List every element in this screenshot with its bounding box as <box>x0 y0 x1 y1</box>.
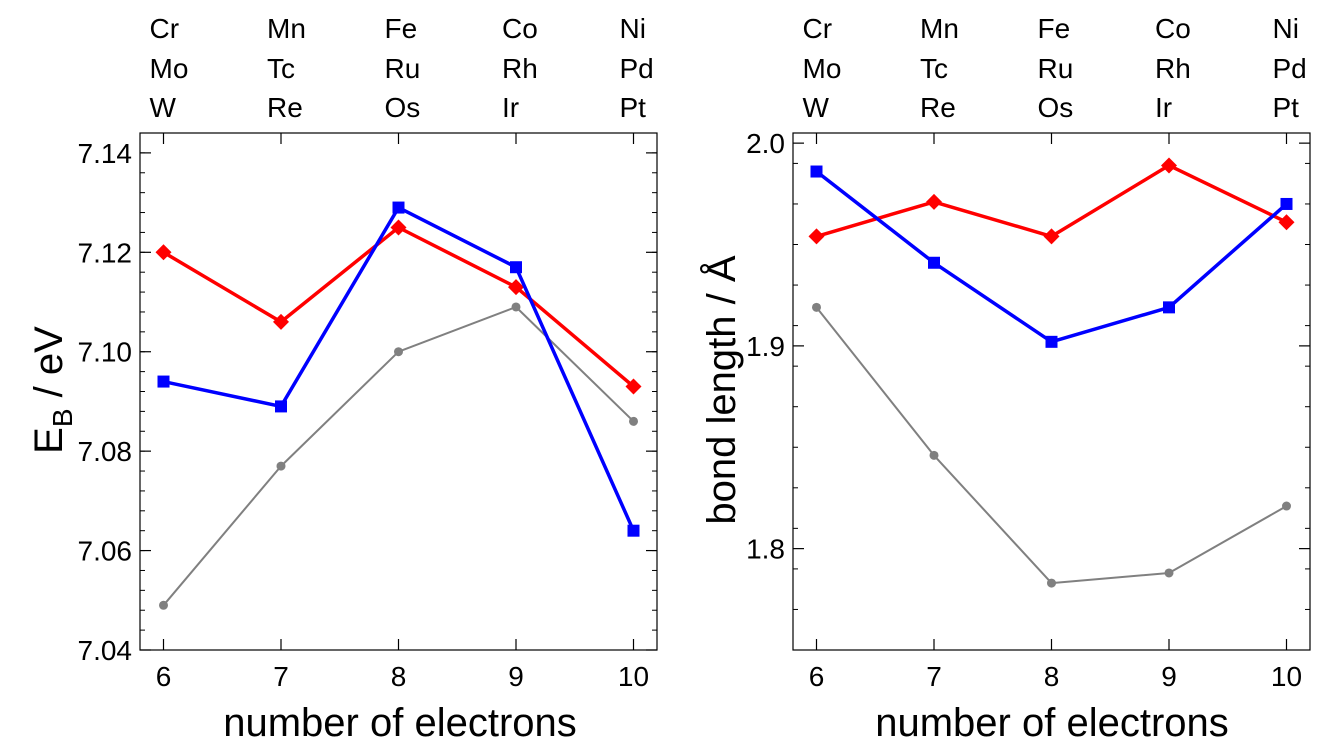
data-point-red <box>155 244 172 261</box>
element-label: Mn <box>267 13 306 44</box>
data-point-blue <box>510 261 522 274</box>
data-point-gray <box>629 416 638 426</box>
data-point-blue <box>157 375 170 388</box>
element-label: Ru <box>385 53 421 84</box>
data-point-blue <box>1045 335 1058 348</box>
element-label: Cr <box>150 13 180 44</box>
element-label: Pt <box>1273 92 1300 123</box>
element-label: Mo <box>150 53 189 84</box>
data-point-gray <box>394 347 403 357</box>
y-tick-label: 7.08 <box>78 436 133 467</box>
series-gray <box>812 302 1291 588</box>
data-point-blue <box>392 201 405 214</box>
x-axis-title: number of electrons <box>875 701 1229 745</box>
x-tick-label: 9 <box>1161 661 1177 692</box>
data-point-red <box>1043 228 1060 245</box>
series-line-red <box>162 225 635 388</box>
y-tick-label: 7.12 <box>78 237 133 268</box>
series-line-gray <box>815 306 1287 585</box>
series-line-blue <box>163 205 636 532</box>
series-gray <box>159 302 638 610</box>
element-label: Os <box>385 92 421 123</box>
data-point-blue <box>810 165 823 178</box>
element-label: Rh <box>502 53 538 84</box>
data-point-gray <box>159 600 168 610</box>
data-point-gray <box>812 302 821 312</box>
x-tick-label: 10 <box>618 661 649 692</box>
element-label: Re <box>267 92 303 123</box>
element-label: Fe <box>1038 13 1071 44</box>
element-label: Co <box>1155 13 1191 44</box>
x-tick-label: 6 <box>809 661 825 692</box>
data-point-blue <box>275 400 287 413</box>
data-point-blue <box>1163 301 1175 314</box>
x-tick-label: 7 <box>273 661 289 692</box>
element-label: Ir <box>502 92 519 123</box>
x-tick-label: 6 <box>156 661 172 692</box>
y-tick-label: 7.10 <box>78 337 133 368</box>
element-label: Ir <box>1155 92 1172 123</box>
series-blue <box>157 201 640 537</box>
plot-panel-1: 7.04 7.06 7.08 7.10 7.12 7.14 6 7 8 9 10 Cr Mo W Mn Tc R… <box>27 13 658 745</box>
x-axis-title: number of electrons <box>223 701 577 745</box>
y-tick-label: 7.04 <box>78 635 133 666</box>
data-point-red <box>625 378 642 395</box>
data-point-gray <box>1047 578 1056 588</box>
element-label: Pt <box>620 92 647 123</box>
data-point-red <box>1278 214 1295 231</box>
plot-frame <box>792 132 1311 651</box>
element-label: W <box>150 92 177 123</box>
element-label: W <box>803 92 830 123</box>
element-label: Cr <box>803 13 833 44</box>
element-label: Pd <box>1273 53 1307 84</box>
element-label: Mn <box>920 13 959 44</box>
series-blue <box>810 165 1293 348</box>
data-point-gray <box>1164 568 1174 578</box>
y-axis-title: bond length / Å <box>699 255 744 524</box>
x-tick-label: 10 <box>1271 661 1302 692</box>
data-point-red <box>390 219 407 236</box>
y-axis-title: EB / eV <box>27 326 78 454</box>
x-tick-label: 9 <box>508 661 524 692</box>
y-tick-label: 2.0 <box>746 128 785 159</box>
data-point-red <box>508 279 524 296</box>
element-label: Fe <box>385 13 418 44</box>
element-label: Os <box>1038 92 1074 123</box>
data-point-gray <box>1282 501 1291 511</box>
data-point-blue <box>627 524 640 537</box>
plot-panel-2: 1.8 1.9 2.0 6 7 8 9 10 Cr Mo W Mn Tc Re Fe Ru Os Co Rh Ir Ni… <box>699 13 1311 745</box>
data-point-red <box>926 193 942 210</box>
data-point-blue <box>928 256 940 269</box>
y-tick-label: 1.8 <box>746 534 785 565</box>
data-point-red <box>273 313 289 330</box>
series-line-blue <box>815 170 1288 344</box>
y-tick-label: 7.06 <box>78 536 133 567</box>
element-label: Mo <box>803 53 842 84</box>
series-red <box>155 219 642 395</box>
data-point-red <box>1161 157 1177 174</box>
element-label: Re <box>920 92 956 123</box>
data-point-gray <box>929 450 939 460</box>
element-label: Rh <box>1155 53 1191 84</box>
element-label: Ru <box>1038 53 1074 84</box>
x-tick-label: 7 <box>926 661 942 692</box>
data-point-gray <box>276 461 286 471</box>
data-point-red <box>808 228 825 245</box>
element-label: Tc <box>920 53 948 84</box>
element-label: Pd <box>620 53 654 84</box>
data-point-gray <box>511 302 521 312</box>
x-tick-label: 8 <box>1044 661 1060 692</box>
data-point-blue <box>1280 197 1293 210</box>
y-tick-label: 1.9 <box>746 331 785 362</box>
x-tick-label: 8 <box>391 661 407 692</box>
element-label: Ni <box>620 13 646 44</box>
element-label: Ni <box>1273 13 1299 44</box>
element-label: Tc <box>267 53 295 84</box>
series-red <box>808 157 1295 245</box>
element-label: Co <box>502 13 538 44</box>
y-tick-label: 7.14 <box>78 138 133 169</box>
